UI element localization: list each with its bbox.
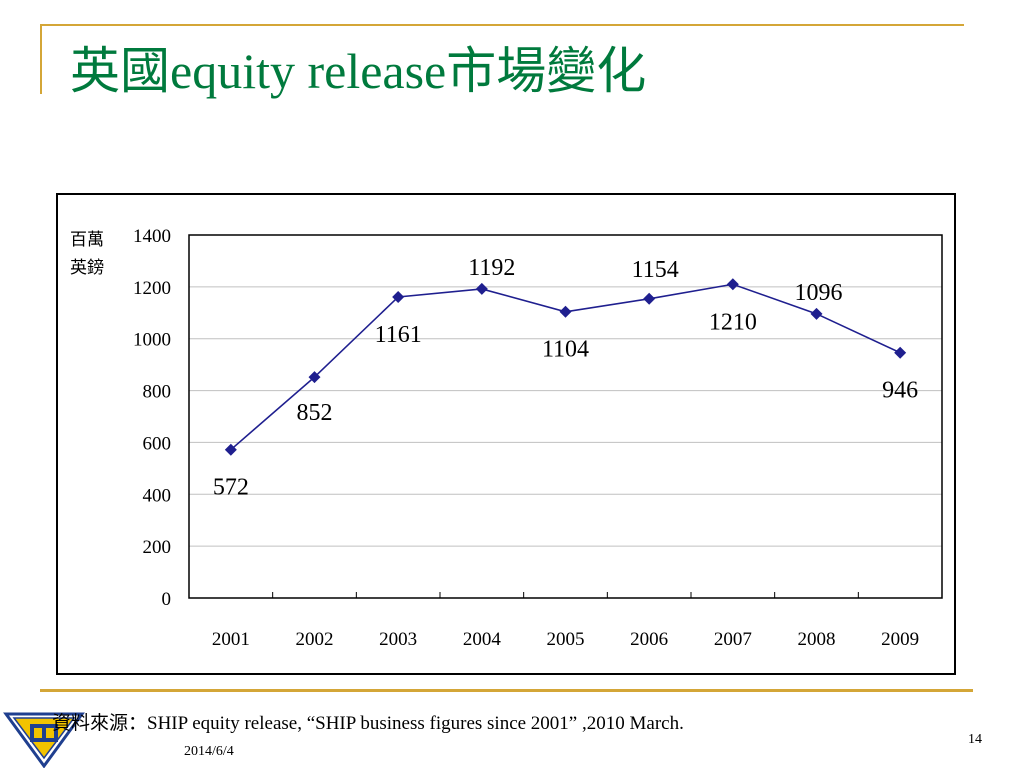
y-axis-label: 英鎊 — [70, 258, 104, 277]
y-tick-label: 1400 — [133, 226, 171, 247]
data-label: 1192 — [468, 255, 515, 281]
x-tick-label: 2007 — [714, 629, 752, 650]
y-tick-label: 200 — [143, 537, 172, 558]
data-label: 852 — [297, 400, 333, 426]
data-label: 946 — [882, 378, 918, 404]
y-axis-label: 百萬 — [70, 230, 104, 249]
chart-frame: 0 200 400 600 800 1000 1200 1400 2001 2002 2003 200… — [56, 193, 956, 675]
y-tick-label: 0 — [162, 589, 172, 610]
data-point-marker — [559, 305, 572, 318]
data-label: 1104 — [542, 337, 589, 363]
line-chart: 0 200 400 600 800 1000 1200 1400 2001 2002 2003 200… — [70, 226, 943, 650]
bottom-rule — [40, 689, 973, 692]
data-point-marker — [726, 278, 739, 291]
page-number: 14 — [968, 732, 982, 747]
data-point-marker — [810, 307, 823, 320]
x-tick-label: 2001 — [212, 629, 250, 650]
data-point-marker — [224, 443, 237, 456]
slide-date: 2014/6/4 — [184, 744, 234, 759]
data-point-marker — [894, 346, 907, 359]
plot-area-border — [188, 234, 943, 599]
data-point-marker — [643, 292, 656, 305]
x-tick-label: 2006 — [630, 629, 668, 650]
x-tick-label: 2009 — [881, 629, 919, 650]
x-tick-label: 2003 — [379, 629, 417, 650]
university-seal-logo — [3, 712, 85, 768]
slide-title: 英國equity release市場變化 — [70, 43, 647, 99]
y-tick-label: 800 — [143, 382, 172, 403]
y-tick-label: 600 — [143, 433, 172, 454]
source-note: 資料來源：SHIP equity release, “SHIP business… — [52, 713, 684, 734]
data-point-marker — [308, 371, 321, 384]
x-tick-label: 2004 — [463, 629, 502, 650]
data-label: 572 — [213, 475, 249, 501]
data-point-marker — [475, 282, 488, 295]
y-tick-label: 1200 — [133, 278, 171, 299]
x-tick-label: 2008 — [798, 629, 836, 650]
top-rule — [40, 24, 964, 26]
data-label: 1161 — [375, 322, 422, 348]
data-label: 1154 — [632, 257, 679, 283]
left-rule — [40, 24, 42, 94]
y-tick-label: 1000 — [133, 330, 171, 351]
data-point-marker — [392, 290, 405, 303]
data-label: 1096 — [795, 280, 843, 306]
data-label: 1210 — [709, 309, 757, 335]
x-tick-label: 2005 — [547, 629, 585, 650]
x-tick-label: 2002 — [296, 629, 334, 650]
y-tick-label: 400 — [143, 485, 172, 506]
